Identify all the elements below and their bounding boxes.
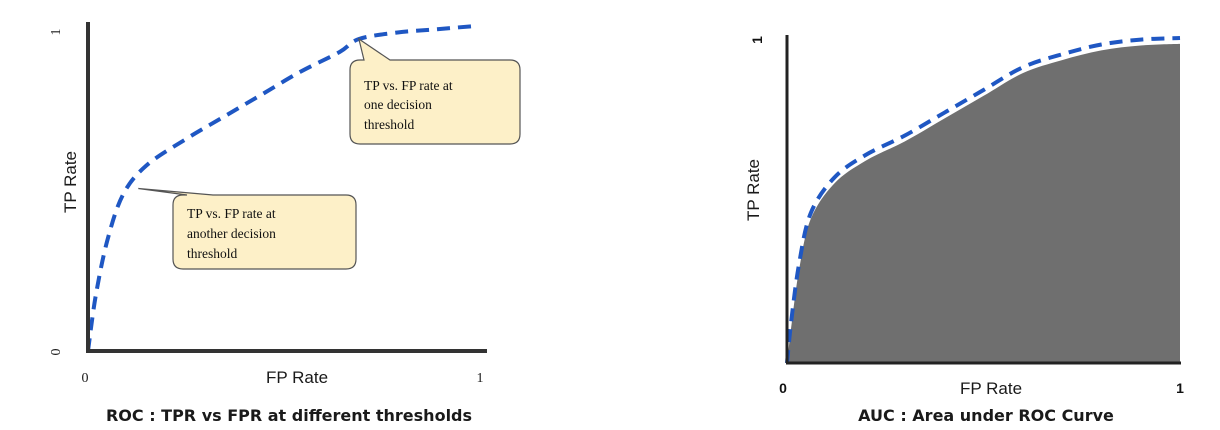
roc-chart: 1 0 0 1 TP Rate FP Rate ROC : TPR vs FPR… (49, 22, 521, 425)
callout-one-threshold: TP vs. FP rate at one decision threshold (349, 37, 521, 145)
roc-y-tick-0: 0 (49, 349, 64, 356)
auc-y-axis-label: TP Rate (744, 159, 763, 221)
roc-y-tick-1: 1 (49, 29, 64, 36)
roc-y-axis-label: TP Rate (61, 151, 80, 213)
roc-curve-line (86, 24, 476, 352)
callout-another-threshold: TP vs. FP rate at another decision thres… (138, 187, 357, 270)
roc-x-tick-1: 1 (477, 371, 484, 386)
callout-another-threshold-bubble (138, 187, 357, 270)
auc-x-tick-0: 0 (779, 380, 787, 396)
callout-one-threshold-line-1: TP vs. FP rate at (364, 78, 453, 93)
auc-caption: AUC : Area under ROC Curve (858, 406, 1114, 425)
auc-y-tick-1: 1 (749, 36, 765, 44)
auc-x-axis-label: FP Rate (960, 379, 1022, 398)
auc-area (787, 43, 1180, 364)
callout-another-threshold-line-2: another decision (187, 226, 276, 241)
auc-x-tick-1: 1 (1176, 380, 1184, 396)
roc-curve-layer (86, 24, 476, 352)
auc-chart: 1 0 1 TP Rate FP Rate AUC : Area under R… (744, 35, 1184, 425)
roc-x-tick-0: 0 (82, 371, 89, 386)
roc-x-axis-label: FP Rate (266, 368, 328, 387)
roc-caption: ROC : TPR vs FPR at different thresholds (106, 406, 472, 425)
callout-another-threshold-line-1: TP vs. FP rate at (187, 206, 276, 221)
auc-curve-line (785, 36, 1181, 364)
callout-one-threshold-bubble (349, 37, 521, 145)
callout-another-threshold-line-3: threshold (187, 246, 237, 261)
auc-curve-layer (785, 36, 1181, 364)
callout-one-threshold-line-3: threshold (364, 117, 414, 132)
callout-one-threshold-line-2: one decision (364, 97, 432, 112)
